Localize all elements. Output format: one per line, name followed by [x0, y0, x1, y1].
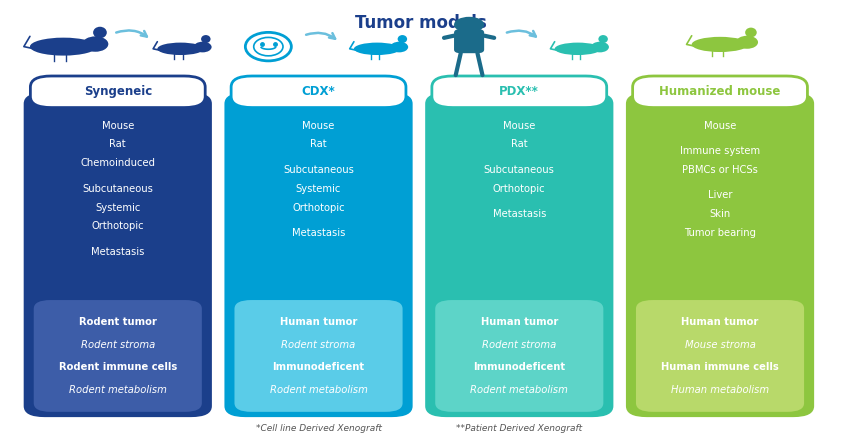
Ellipse shape — [354, 43, 400, 55]
Text: Human tumor: Human tumor — [481, 317, 558, 327]
Text: Rodent stroma: Rodent stroma — [81, 340, 155, 349]
Text: Immunodeficent: Immunodeficent — [273, 362, 365, 373]
Text: CDX*: CDX* — [301, 85, 335, 98]
Text: Subcutaneous: Subcutaneous — [83, 184, 153, 194]
Text: Liver: Liver — [708, 190, 733, 200]
Text: Chemoinduced: Chemoinduced — [80, 158, 155, 168]
Text: Human tumor: Human tumor — [280, 317, 357, 327]
Ellipse shape — [194, 42, 211, 52]
FancyBboxPatch shape — [632, 76, 807, 107]
Ellipse shape — [201, 35, 210, 43]
Text: Tumor models: Tumor models — [355, 14, 487, 32]
Text: Humanized mouse: Humanized mouse — [659, 85, 781, 98]
Text: *Cell line Derived Xenograft: *Cell line Derived Xenograft — [256, 424, 381, 433]
Ellipse shape — [691, 37, 749, 52]
Text: Human tumor: Human tumor — [681, 317, 759, 327]
Text: Rodent metabolism: Rodent metabolism — [69, 385, 167, 395]
Text: Rat: Rat — [310, 139, 327, 149]
Text: Rodent stroma: Rodent stroma — [281, 340, 355, 349]
Text: Mouse: Mouse — [302, 120, 335, 131]
Text: Orthotopic: Orthotopic — [493, 184, 546, 194]
Text: Rodent immune cells: Rodent immune cells — [59, 362, 177, 373]
Text: Rat: Rat — [109, 139, 126, 149]
Ellipse shape — [736, 36, 758, 49]
Text: Mouse: Mouse — [102, 120, 134, 131]
Text: Immune system: Immune system — [680, 146, 760, 156]
Text: Syngeneic: Syngeneic — [83, 85, 152, 98]
Text: Mouse: Mouse — [704, 120, 736, 131]
Ellipse shape — [157, 43, 204, 55]
Text: Rodent metabolism: Rodent metabolism — [269, 385, 367, 395]
Ellipse shape — [599, 35, 608, 43]
FancyBboxPatch shape — [432, 76, 607, 107]
Text: Mouse stroma: Mouse stroma — [685, 340, 755, 349]
FancyBboxPatch shape — [425, 93, 613, 417]
FancyBboxPatch shape — [626, 93, 814, 417]
Text: Systemic: Systemic — [296, 184, 341, 194]
FancyBboxPatch shape — [435, 300, 604, 412]
Ellipse shape — [555, 43, 601, 55]
FancyBboxPatch shape — [34, 300, 202, 412]
Ellipse shape — [83, 36, 109, 52]
Circle shape — [454, 17, 484, 32]
Text: Metastasis: Metastasis — [292, 228, 345, 238]
FancyBboxPatch shape — [225, 93, 413, 417]
Text: Mouse: Mouse — [503, 120, 536, 131]
Text: Human metabolism: Human metabolism — [671, 385, 769, 395]
Ellipse shape — [93, 27, 107, 38]
Text: Immunodeficent: Immunodeficent — [473, 362, 565, 373]
FancyBboxPatch shape — [30, 76, 205, 107]
Text: Systemic: Systemic — [95, 202, 141, 213]
Ellipse shape — [745, 28, 757, 37]
Text: Skin: Skin — [710, 209, 731, 219]
Text: Metastasis: Metastasis — [493, 209, 546, 219]
Text: Human immune cells: Human immune cells — [661, 362, 779, 373]
Text: Subcutaneous: Subcutaneous — [484, 165, 555, 175]
Text: Rat: Rat — [511, 139, 528, 149]
Text: Rodent stroma: Rodent stroma — [482, 340, 557, 349]
Ellipse shape — [397, 35, 408, 43]
Text: Subcutaneous: Subcutaneous — [283, 165, 354, 175]
Text: Orthotopic: Orthotopic — [292, 202, 345, 213]
Text: Tumor bearing: Tumor bearing — [684, 228, 756, 238]
Text: Orthotopic: Orthotopic — [92, 222, 144, 231]
FancyBboxPatch shape — [24, 93, 212, 417]
Ellipse shape — [30, 38, 97, 56]
FancyBboxPatch shape — [636, 300, 804, 412]
Ellipse shape — [390, 42, 408, 52]
Text: **Patient Derived Xenograft: **Patient Derived Xenograft — [456, 424, 583, 433]
Text: PDX**: PDX** — [499, 85, 539, 98]
FancyBboxPatch shape — [234, 300, 402, 412]
FancyBboxPatch shape — [454, 29, 484, 53]
Text: Rodent tumor: Rodent tumor — [79, 317, 157, 327]
Text: Metastasis: Metastasis — [91, 247, 145, 257]
FancyBboxPatch shape — [231, 76, 406, 107]
Ellipse shape — [591, 42, 609, 52]
Text: PBMCs or HCSs: PBMCs or HCSs — [682, 165, 758, 175]
Text: Rodent metabolism: Rodent metabolism — [471, 385, 568, 395]
